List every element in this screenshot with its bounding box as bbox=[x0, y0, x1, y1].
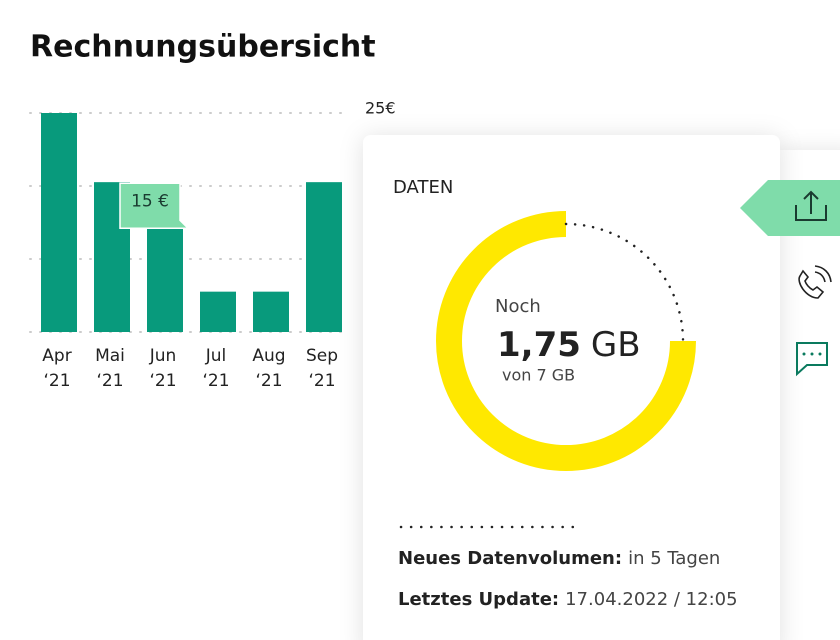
x-tick-sublabel: ‘21 bbox=[308, 371, 335, 391]
x-tick-label: Aug bbox=[252, 346, 285, 366]
remaining-prefix: Noch bbox=[495, 296, 541, 317]
remaining-arc bbox=[564, 222, 685, 343]
card-title: DATEN bbox=[393, 177, 453, 198]
upload-tab[interactable] bbox=[740, 180, 840, 236]
used-arc bbox=[436, 211, 696, 471]
remaining-amount: 1,75 GB bbox=[497, 325, 641, 365]
bar bbox=[41, 113, 77, 332]
x-tick-sublabel: ‘21 bbox=[255, 371, 282, 391]
chat-bubble[interactable] bbox=[796, 342, 828, 377]
upload-icon[interactable] bbox=[795, 190, 827, 221]
total-label: von 7 GB bbox=[502, 366, 575, 385]
x-tick-sublabel: ‘21 bbox=[43, 371, 70, 391]
info-value: 17.04.2022 / 12:05 bbox=[565, 589, 737, 610]
x-tick-label: Apr bbox=[42, 346, 71, 366]
bar-chart: 25€ Apr ‘21 Mai ‘21 Jun ‘21 15 € Jul ‘21 Aug ‘21 Sep… bbox=[29, 99, 396, 391]
info-row: Neues Datenvolumen: in 5 Tagen bbox=[398, 548, 720, 569]
value-label: 15 € bbox=[131, 191, 169, 211]
tooltip-box bbox=[119, 182, 190, 230]
x-tick-label: Jul bbox=[205, 346, 227, 366]
bar bbox=[200, 291, 236, 332]
x-tick-label: Jun bbox=[149, 346, 177, 366]
info-row: Letztes Update: 17.04.2022 / 12:05 bbox=[398, 589, 738, 610]
chat-dot[interactable] bbox=[810, 352, 814, 356]
y-tick-label: 25€ bbox=[365, 99, 396, 118]
info-value: in 5 Tagen bbox=[628, 548, 720, 569]
tab-shape[interactable] bbox=[740, 180, 840, 236]
remaining-value: 1,75 bbox=[497, 325, 581, 365]
donut bbox=[436, 211, 696, 471]
bar bbox=[147, 228, 183, 332]
page-title: Rechnungsübersicht bbox=[30, 30, 376, 65]
bar bbox=[253, 291, 289, 332]
chat-icon[interactable] bbox=[796, 342, 828, 377]
x-tick-label: Sep bbox=[306, 346, 338, 366]
phone-icon[interactable] bbox=[798, 265, 832, 299]
remaining-unit: GB bbox=[591, 325, 641, 365]
chat-dot[interactable] bbox=[818, 352, 822, 356]
info-label: Letztes Update: bbox=[398, 589, 559, 610]
x-tick-sublabel: ‘21 bbox=[96, 371, 123, 391]
x-tick-sublabel: ‘21 bbox=[149, 371, 176, 391]
chat-dot[interactable] bbox=[802, 352, 806, 356]
x-tick-label: Mai bbox=[95, 346, 125, 366]
info-label: Neues Datenvolumen: bbox=[398, 548, 622, 569]
x-tick-sublabel: ‘21 bbox=[202, 371, 229, 391]
bar bbox=[306, 182, 342, 332]
